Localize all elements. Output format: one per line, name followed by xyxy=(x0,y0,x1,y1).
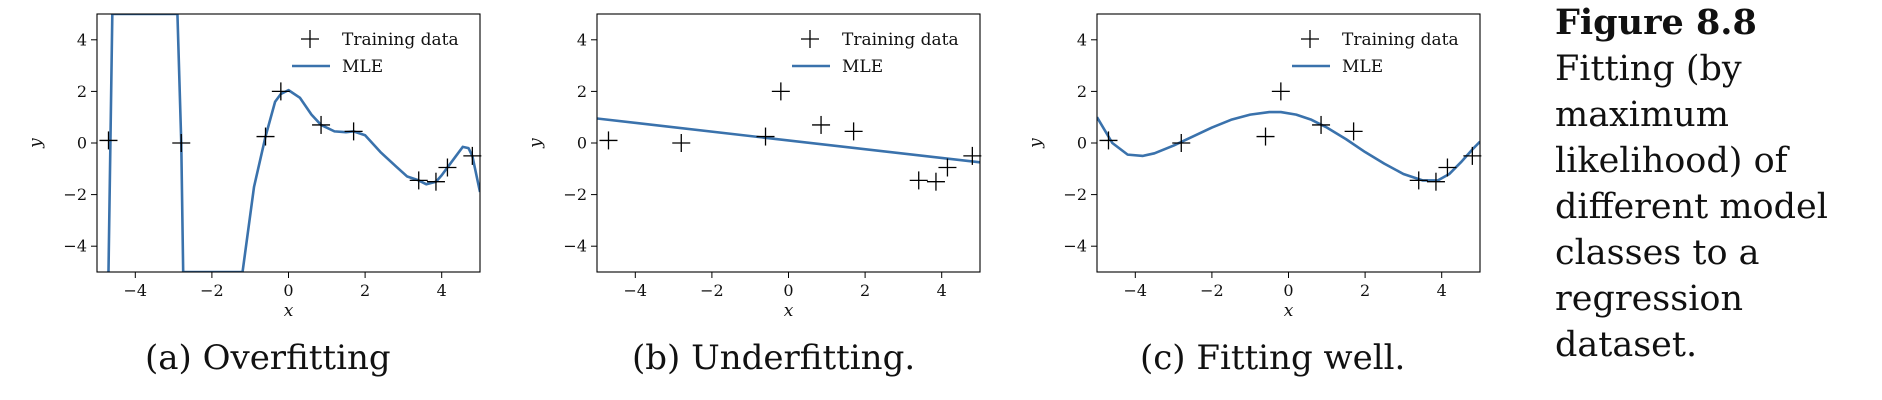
training-point xyxy=(1344,122,1363,141)
x-axis-label: x xyxy=(784,301,794,321)
training-point xyxy=(812,115,831,134)
y-tick-label: −4 xyxy=(63,237,87,256)
y-tick-label: −4 xyxy=(563,237,587,256)
legend-entry-mle: MLE xyxy=(842,57,883,77)
y-axis-label: y xyxy=(26,138,46,149)
y-tick-label: 0 xyxy=(577,134,587,153)
training-point xyxy=(1312,115,1331,134)
training-point xyxy=(271,82,290,101)
x-tick-label: 4 xyxy=(937,281,947,300)
y-tick-label: 4 xyxy=(77,30,87,49)
training-point xyxy=(1172,134,1191,152)
training-point xyxy=(438,158,457,177)
mle-line xyxy=(107,14,480,272)
training-point xyxy=(256,127,275,146)
training-point xyxy=(312,115,331,134)
legend: Training data MLE xyxy=(292,30,459,77)
training-point xyxy=(909,171,928,190)
caption-a: (a) Overfitting xyxy=(145,338,391,378)
mle-line xyxy=(597,117,980,164)
training-point xyxy=(1099,131,1118,150)
y-tick-label: 2 xyxy=(577,82,587,101)
legend: Training data MLE xyxy=(1292,30,1459,77)
training-point xyxy=(99,131,118,150)
training-point xyxy=(426,172,445,191)
training-point xyxy=(344,122,363,141)
figure-caption: Figure 8.8 Fitting (by maximum likelihoo… xyxy=(1555,0,1875,368)
training-point xyxy=(844,122,863,141)
axes-frame xyxy=(96,13,481,273)
axes-frame xyxy=(596,13,981,273)
chart-panel-0: −4 −2 0 2 4 −4 −2 0 2 4 x y Training data MLE xyxy=(26,13,482,321)
x-tick-label: −2 xyxy=(200,281,224,300)
x-tick-label: 0 xyxy=(783,281,793,300)
training-point xyxy=(926,172,945,191)
x-tick-label: −4 xyxy=(1124,281,1148,300)
y-tick-label: 4 xyxy=(1077,30,1087,49)
training-point xyxy=(463,146,482,165)
training-point xyxy=(1271,82,1290,101)
x-tick-label: 2 xyxy=(1360,281,1370,300)
training-point xyxy=(756,127,775,146)
x-tick-label: 0 xyxy=(283,281,293,300)
training-point xyxy=(599,131,618,150)
caption-b: (b) Underfitting. xyxy=(632,338,916,378)
x-tick-label: 4 xyxy=(1437,281,1447,300)
caption-c: (c) Fitting well. xyxy=(1140,338,1406,378)
y-tick-label: 0 xyxy=(1077,134,1087,153)
x-tick-label: −2 xyxy=(1200,281,1224,300)
x-tick-label: −2 xyxy=(700,281,724,300)
x-tick-label: 2 xyxy=(360,281,370,300)
training-point xyxy=(1438,158,1457,177)
training-point xyxy=(963,146,982,165)
legend: Training data MLE xyxy=(792,30,959,77)
training-point xyxy=(938,158,957,177)
x-tick-label: −4 xyxy=(124,281,148,300)
mle-line xyxy=(1097,110,1480,182)
training-point xyxy=(172,134,191,152)
y-tick-label: −2 xyxy=(63,185,87,204)
training-point xyxy=(1426,172,1445,191)
y-tick-label: −2 xyxy=(1063,185,1087,204)
x-axis-label: x xyxy=(284,301,294,321)
training-point xyxy=(409,171,428,190)
x-tick-label: −4 xyxy=(624,281,648,300)
y-tick-label: 2 xyxy=(77,82,87,101)
legend-entry-training: Training data xyxy=(1342,30,1459,50)
y-tick-label: −4 xyxy=(1063,237,1087,256)
x-tick-label: 0 xyxy=(1283,281,1293,300)
figure-label: Figure 8.8 xyxy=(1555,2,1757,43)
chart-panel-2: −4 −2 0 2 4 −4 −2 0 2 4 x y Training data MLE xyxy=(1026,13,1482,321)
y-axis-label: y xyxy=(526,138,546,149)
x-tick-label: 4 xyxy=(437,281,447,300)
x-tick-label: 2 xyxy=(860,281,870,300)
y-tick-label: 2 xyxy=(1077,82,1087,101)
training-point xyxy=(1256,127,1275,146)
training-point xyxy=(1409,171,1428,190)
chart-panel-1: −4 −2 0 2 4 −4 −2 0 2 4 x y Training data MLE xyxy=(526,13,982,321)
x-axis-label: x xyxy=(1284,301,1294,321)
y-tick-label: 4 xyxy=(577,30,587,49)
axes-frame xyxy=(1096,13,1481,273)
training-point xyxy=(771,82,790,101)
training-point xyxy=(672,134,691,152)
training-point xyxy=(1463,146,1482,165)
y-axis-label: y xyxy=(1026,138,1046,149)
legend-entry-training: Training data xyxy=(342,30,459,50)
y-tick-label: 0 xyxy=(77,134,87,153)
legend-entry-mle: MLE xyxy=(1342,57,1383,77)
legend-entry-training: Training data xyxy=(842,30,959,50)
figure-caption-text: Fitting (by maximum likelihood) of diffe… xyxy=(1555,49,1828,365)
legend-entry-mle: MLE xyxy=(342,57,383,77)
y-tick-label: −2 xyxy=(563,185,587,204)
